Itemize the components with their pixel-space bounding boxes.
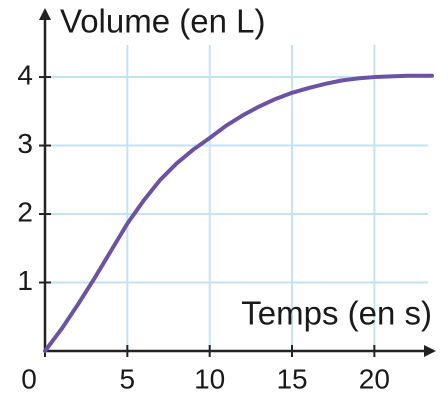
grid xyxy=(45,45,428,351)
x-tick-label: 15 xyxy=(276,363,307,394)
x-tick-label: 10 xyxy=(194,363,225,394)
data-line xyxy=(43,73,434,353)
x-tick-label: 0 xyxy=(21,363,37,394)
y-tick-label: 1 xyxy=(17,265,33,296)
y-tick-label: 3 xyxy=(17,128,33,159)
x-tick-label: 5 xyxy=(120,363,136,394)
y-axis-label: Volume (en L) xyxy=(60,3,265,40)
x-axis-label: Temps (en s) xyxy=(241,295,432,332)
x-tick-label: 20 xyxy=(359,363,390,394)
x-axis-arrow xyxy=(424,345,436,357)
y-axis-arrow xyxy=(39,8,51,20)
y-tick-label: 2 xyxy=(17,196,33,227)
y-tick-label: 4 xyxy=(17,59,33,90)
